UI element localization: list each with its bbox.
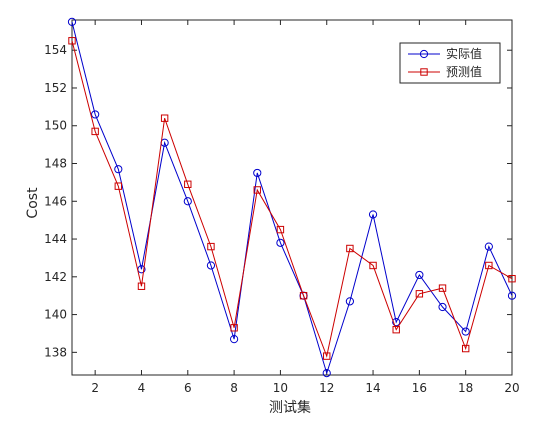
x-tick-label: 18 bbox=[458, 381, 473, 395]
data-point bbox=[68, 37, 76, 45]
x-tick-label: 6 bbox=[184, 381, 192, 395]
data-point bbox=[137, 282, 146, 290]
y-tick-label: 148 bbox=[44, 157, 67, 171]
data-point bbox=[299, 291, 308, 300]
data-point bbox=[345, 297, 354, 306]
data-point bbox=[253, 168, 262, 178]
y-tick-label: 146 bbox=[44, 194, 67, 208]
data-point bbox=[485, 261, 493, 270]
data-point bbox=[114, 182, 123, 190]
x-tick-label: 16 bbox=[412, 381, 427, 395]
series-line bbox=[71, 21, 513, 375]
data-point bbox=[276, 225, 285, 234]
y-tick-label: 154 bbox=[44, 43, 67, 57]
legend-label: 预测值 bbox=[446, 64, 482, 79]
plot-area-frame bbox=[71, 19, 513, 376]
data-point bbox=[392, 325, 400, 334]
data-point bbox=[368, 210, 378, 219]
data-point bbox=[253, 186, 261, 194]
x-tick-label: 10 bbox=[273, 381, 288, 395]
x-tick-label: 2 bbox=[91, 381, 99, 395]
x-tick-label: 20 bbox=[504, 381, 519, 395]
x-tick-label: 8 bbox=[230, 381, 238, 395]
data-point bbox=[91, 127, 99, 136]
data-point bbox=[392, 318, 401, 327]
y-tick-label: 150 bbox=[44, 119, 67, 133]
data-point bbox=[67, 17, 77, 26]
legend-label: 实际值 bbox=[446, 46, 482, 61]
y-tick-label: 140 bbox=[44, 308, 67, 322]
data-point bbox=[346, 244, 354, 253]
legend-box bbox=[399, 42, 501, 84]
series-2 bbox=[68, 37, 516, 360]
legend-marker bbox=[419, 49, 429, 59]
data-point bbox=[322, 369, 331, 378]
series-line bbox=[71, 40, 513, 358]
x-axis-title: 测试集 bbox=[269, 399, 311, 416]
data-point bbox=[484, 242, 493, 251]
data-point bbox=[415, 270, 424, 280]
data-point bbox=[323, 352, 331, 360]
data-point bbox=[91, 110, 100, 119]
x-tick-label: 12 bbox=[319, 381, 334, 395]
data-point bbox=[206, 261, 216, 270]
data-point bbox=[230, 324, 238, 332]
axes: 2 4 6 8 10 12 14 16 18 20 138 140 142 144 146 148 150 152… bbox=[44, 19, 520, 395]
data-point bbox=[438, 284, 447, 292]
data-point bbox=[508, 274, 516, 283]
y-tick-label: 142 bbox=[44, 270, 67, 284]
y-axis-title: Cost bbox=[25, 187, 41, 219]
data-point bbox=[230, 335, 239, 344]
data-point bbox=[461, 344, 470, 353]
y-tick-label: 144 bbox=[44, 232, 67, 246]
data-point bbox=[438, 302, 447, 312]
series-1 bbox=[67, 17, 517, 378]
data-point bbox=[114, 165, 123, 174]
y-tick-label: 152 bbox=[44, 81, 67, 95]
x-tick-label: 14 bbox=[365, 381, 380, 395]
data-point bbox=[160, 114, 169, 122]
legend-marker bbox=[420, 68, 428, 76]
data-point bbox=[207, 242, 215, 251]
x-tick-label: 4 bbox=[138, 381, 146, 395]
data-point bbox=[276, 238, 285, 247]
series-group bbox=[67, 17, 517, 378]
data-point bbox=[184, 180, 192, 188]
data-point bbox=[461, 327, 470, 336]
data-point bbox=[507, 291, 517, 300]
data-point bbox=[183, 197, 192, 206]
y-tick-label: 138 bbox=[44, 345, 67, 359]
data-point bbox=[369, 261, 377, 270]
data-point bbox=[415, 290, 424, 298]
